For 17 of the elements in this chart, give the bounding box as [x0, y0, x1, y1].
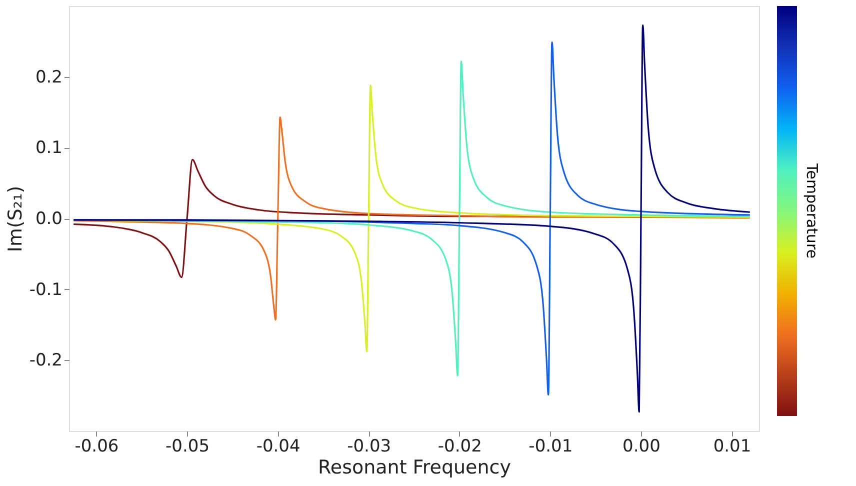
y-tick-label: 0.0: [35, 209, 62, 229]
x-tick-label: 0.01: [713, 436, 752, 456]
x-tick-label: -0.01: [528, 436, 573, 456]
y-axis-title: Im(S₂₁): [4, 186, 26, 252]
x-tick-label: -0.05: [166, 436, 210, 456]
y-tick-label: -0.1: [29, 280, 62, 300]
x-axis-title: Resonant Frequency: [318, 456, 511, 478]
color-bar-title: Temperature: [803, 162, 821, 259]
x-tick-label: -0.06: [74, 436, 119, 456]
y-tick-label: 0.1: [35, 138, 62, 158]
y-tick-label: -0.2: [29, 350, 62, 371]
x-tick-label: 0.00: [622, 436, 660, 456]
x-tick-label: -0.04: [256, 436, 300, 456]
line-series: [72, 116, 751, 321]
x-tick-label: -0.02: [438, 436, 482, 456]
y-tick-label: 0.2: [35, 67, 62, 88]
x-tick-label: -0.03: [347, 436, 392, 456]
